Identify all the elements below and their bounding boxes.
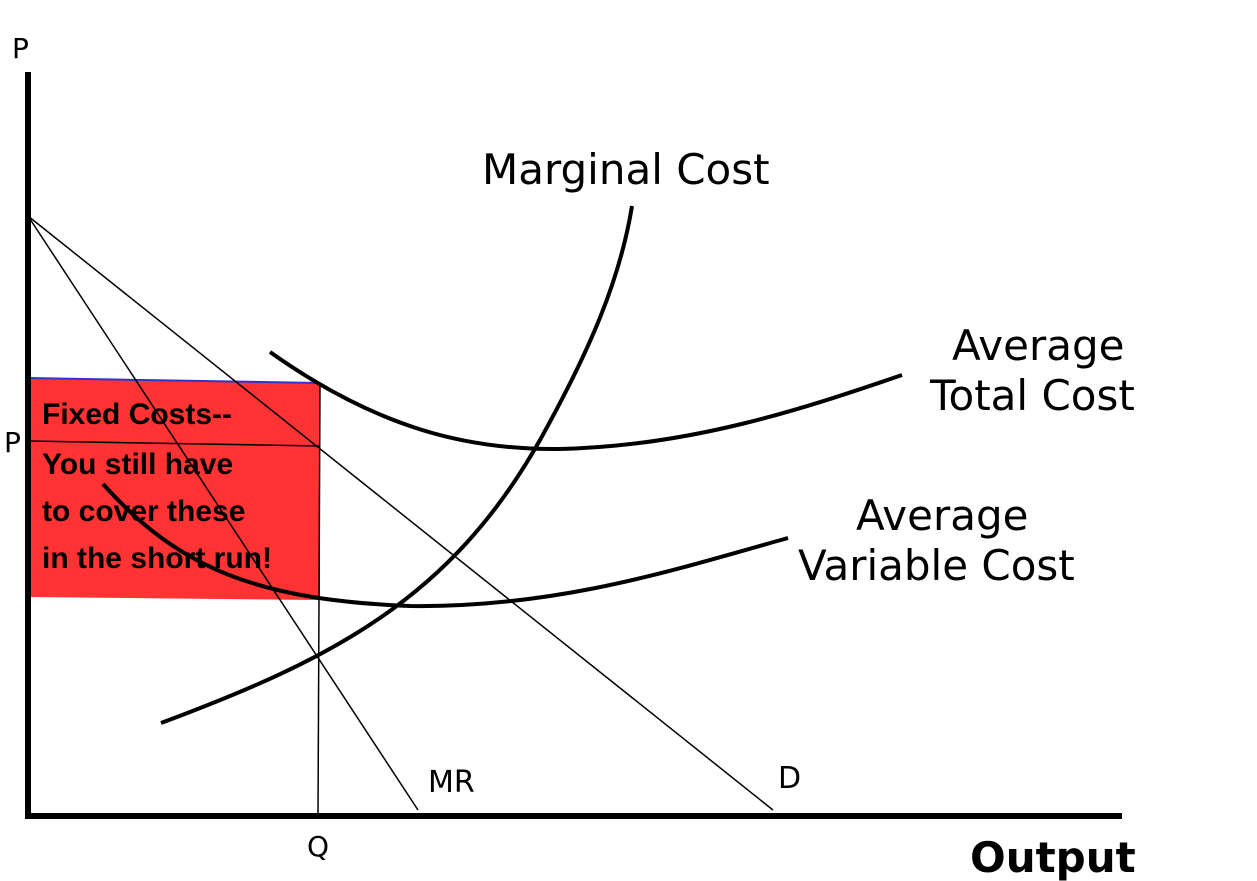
average-variable-cost-curve (101, 482, 789, 609)
average-total-cost-curve (268, 350, 903, 452)
fixed-costs-text-line-2: You still have (42, 448, 233, 481)
average-total-cost-label-2: Total Cost (929, 371, 1135, 420)
marginal-revenue-curve (27, 215, 419, 811)
average-total-cost-label-1: Average (952, 321, 1124, 370)
average-variable-cost-label-1: Average (856, 491, 1028, 540)
fixed-costs-top-border (27, 377, 321, 384)
marginal-cost-curve (160, 205, 634, 725)
quantity-tick-label: Q (307, 830, 329, 863)
fixed-costs-text-line-4: in the short run! (42, 542, 272, 575)
marginal-cost-label: Marginal Cost (482, 145, 770, 194)
price-line (27, 440, 321, 447)
x-axis-label: Output (970, 833, 1136, 881)
fixed-costs-text-line-1: Fixed Costs-- (42, 398, 232, 431)
price-tick-label: P (4, 426, 21, 459)
average-variable-cost-label-2: Variable Cost (798, 541, 1075, 590)
fixed-costs-area (28, 378, 320, 600)
demand-label: D (778, 761, 801, 796)
fixed-costs-text-line-3: to cover these (42, 495, 245, 528)
marginal-revenue-label: MR (428, 765, 475, 800)
y-axis-label: P (12, 32, 29, 65)
demand-curve (27, 215, 774, 811)
